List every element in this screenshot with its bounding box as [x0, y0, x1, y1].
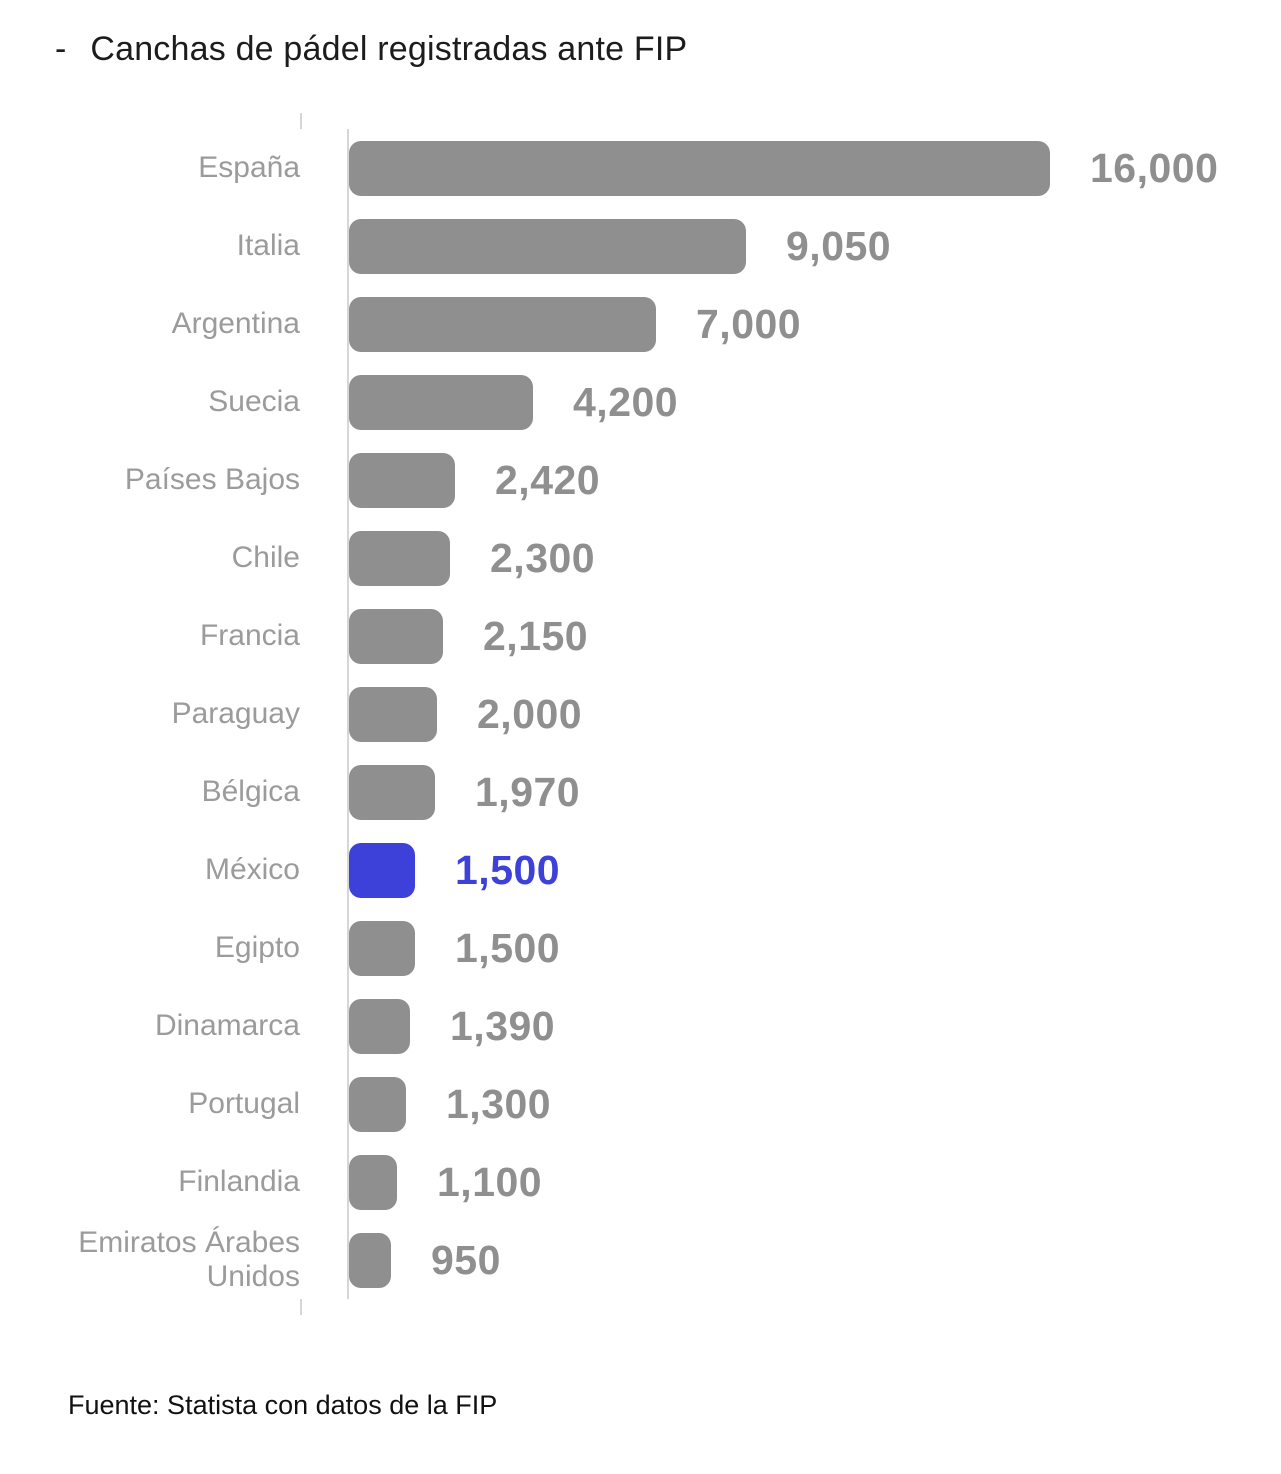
plot-area: 2,150	[347, 597, 1281, 675]
category-label: Países Bajos	[124, 462, 300, 496]
plot-area: 1,300	[347, 1065, 1281, 1143]
category-label: Francia	[199, 618, 300, 652]
value-label: 16,000	[1090, 144, 1219, 191]
bar	[349, 608, 443, 664]
bar-row: Finlandia 1,100	[0, 1143, 1281, 1221]
chart-title: - Canchas de pádel registradas ante FIP	[0, 0, 1281, 69]
bar-row: Portugal 1,300	[0, 1065, 1281, 1143]
bar	[349, 530, 450, 586]
bar	[349, 1076, 406, 1132]
bar-row: Chile 2,300	[0, 519, 1281, 597]
value-label: 1,970	[475, 768, 581, 815]
source-note: Fuente: Statista con datos de la FIP	[68, 1390, 498, 1420]
value-label: 1,500	[455, 846, 561, 893]
category-label: Dinamarca	[154, 1008, 300, 1042]
plot-area: 2,000	[347, 675, 1281, 753]
category-label: Paraguay	[171, 696, 300, 730]
value-label: 1,300	[446, 1080, 552, 1127]
category-label: Portugal	[188, 1086, 300, 1120]
bar-row: México 1,500	[0, 831, 1281, 909]
bar	[349, 764, 435, 820]
value-label: 2,150	[483, 612, 589, 659]
bar	[349, 686, 437, 742]
plot-area: 1,500	[347, 831, 1281, 909]
bar	[349, 452, 455, 508]
bar-row: Argentina 7,000	[0, 285, 1281, 363]
category-label: Italia	[236, 228, 300, 262]
bar-highlighted	[349, 842, 415, 898]
category-label: España	[198, 150, 300, 184]
value-label: 1,390	[450, 1002, 556, 1049]
bar	[349, 296, 656, 352]
value-label: 2,420	[495, 456, 601, 503]
plot-area: 1,100	[347, 1143, 1281, 1221]
bar-chart: España 16,000 Italia 9,050 Argentina 7,000 Sue…	[0, 113, 1281, 1315]
plot-area: 9,050	[347, 207, 1281, 285]
bar-row: Suecia 4,200	[0, 363, 1281, 441]
value-label: 9,050	[786, 222, 892, 269]
bar-row: Emiratos Árabes Unidos 950	[0, 1221, 1281, 1299]
bar-row: Francia 2,150	[0, 597, 1281, 675]
plot-area: 4,200	[347, 363, 1281, 441]
category-label: Emiratos Árabes Unidos	[78, 1225, 300, 1294]
plot-area: 2,300	[347, 519, 1281, 597]
bar	[349, 218, 746, 274]
bar	[349, 140, 1050, 196]
category-label: Bélgica	[201, 774, 300, 808]
value-label: 4,200	[573, 378, 679, 425]
plot-area: 16,000	[347, 129, 1281, 207]
category-label: México	[204, 852, 300, 886]
category-label: Finlandia	[178, 1164, 300, 1198]
bar	[349, 920, 415, 976]
y-axis-top	[300, 113, 1281, 129]
plot-area: 1,970	[347, 753, 1281, 831]
category-label: Suecia	[208, 384, 300, 418]
bar-row: España 16,000	[0, 129, 1281, 207]
value-label: 2,300	[490, 534, 596, 581]
plot-area: 7,000	[347, 285, 1281, 363]
bar	[349, 1232, 391, 1288]
bar-row: Bélgica 1,970	[0, 753, 1281, 831]
category-label: Egipto	[214, 930, 300, 964]
bar-row: Paraguay 2,000	[0, 675, 1281, 753]
category-label: Argentina	[171, 306, 300, 340]
value-label: 1,100	[437, 1158, 543, 1205]
bar	[349, 1154, 397, 1210]
bar-row: Dinamarca 1,390	[0, 987, 1281, 1065]
plot-area: 950	[347, 1221, 1281, 1299]
bar-row: Países Bajos 2,420	[0, 441, 1281, 519]
value-label: 1,500	[455, 924, 561, 971]
title-bullet: -	[55, 30, 67, 68]
value-label: 7,000	[696, 300, 802, 347]
bar	[349, 998, 410, 1054]
page-title: Canchas de pádel registradas ante FIP	[90, 30, 688, 68]
y-axis-bottom	[300, 1299, 1281, 1315]
bar	[349, 374, 533, 430]
bar-row: Italia 9,050	[0, 207, 1281, 285]
bar-row: Egipto 1,500	[0, 909, 1281, 987]
plot-area: 1,500	[347, 909, 1281, 987]
plot-area: 1,390	[347, 987, 1281, 1065]
value-label: 950	[431, 1236, 501, 1283]
plot-area: 2,420	[347, 441, 1281, 519]
value-label: 2,000	[477, 690, 583, 737]
category-label: Chile	[231, 540, 300, 574]
bar-rows: España 16,000 Italia 9,050 Argentina 7,000 Sue…	[0, 129, 1281, 1299]
